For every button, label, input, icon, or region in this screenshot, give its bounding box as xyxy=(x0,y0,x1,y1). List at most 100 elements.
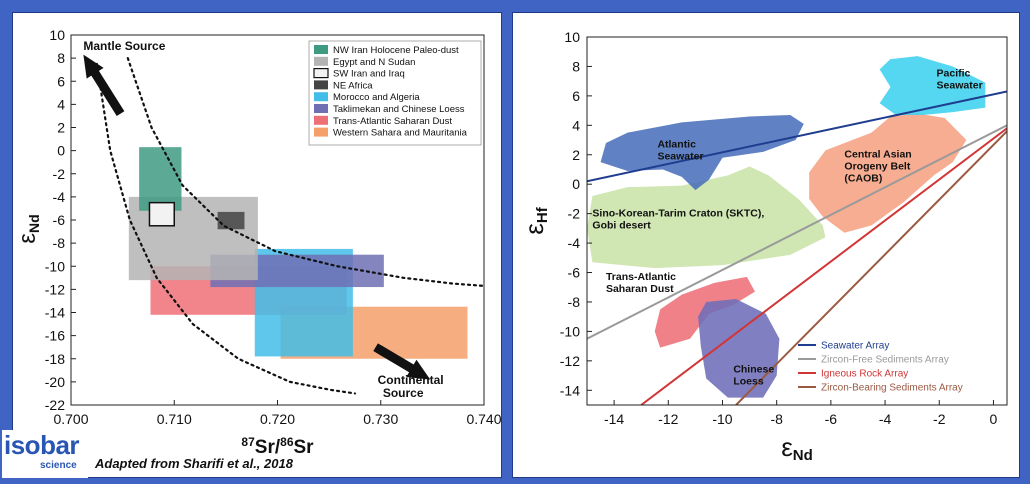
x-tick-label-7: 0 xyxy=(990,411,998,427)
legend-swatch-2 xyxy=(313,67,329,79)
region-label-3-0: Pacific xyxy=(937,68,971,80)
logo-word: isobar xyxy=(4,430,80,460)
x-axis-label: 87Sr/86Sr xyxy=(241,435,314,458)
envelope-curve-1 xyxy=(126,57,486,288)
y-tick-label-0: 10 xyxy=(49,27,65,43)
y-tick-label-5: 0 xyxy=(572,176,580,192)
x-tick-label-4: -6 xyxy=(825,411,838,427)
x-tick-label-1: 0.710 xyxy=(157,411,192,427)
isobar-logo: isobar science xyxy=(2,430,88,478)
array-line-1 xyxy=(587,124,1007,340)
annotation-0: Mantle Source xyxy=(83,39,165,53)
x-tick-label-4: 0.740 xyxy=(466,411,501,427)
logo-sub: science xyxy=(40,460,77,471)
region-label-0-0: Sino-Korean-Tarim Craton (SKTC), xyxy=(592,208,764,220)
envelope-curve-0 xyxy=(95,62,357,395)
x-tick-label-6: -2 xyxy=(933,411,946,427)
array-line-0 xyxy=(587,90,1007,183)
y-tick-label-7: -4 xyxy=(568,235,581,251)
region-label-3-1: Seawater xyxy=(937,80,983,92)
legend-swatch-1 xyxy=(314,56,328,66)
x-tick-label-1: -12 xyxy=(658,411,678,427)
legend-label-2: SW Iran and Iraq xyxy=(333,69,405,80)
y-tick-label-3: 4 xyxy=(572,117,580,133)
credit-text: Adapted from Sharifi et al., 2018 xyxy=(95,456,293,471)
legend-swatch-4 xyxy=(314,92,328,102)
y-tick-label-1: 8 xyxy=(57,50,65,66)
y-tick-label-7: -4 xyxy=(53,189,66,205)
array-line-3 xyxy=(735,130,1007,405)
y-tick-label-12: -14 xyxy=(560,382,580,398)
legend-swatch-5 xyxy=(314,104,328,113)
region-label-1-0: Atlantic xyxy=(657,138,696,150)
legend-label-4: Morocco and Algeria xyxy=(333,92,420,103)
legend-swatch-0 xyxy=(314,45,328,54)
region-label-4-0: Trans-Atlantic xyxy=(606,271,676,283)
y-tick-label-0: 10 xyxy=(564,29,580,45)
region-7 xyxy=(148,201,176,227)
array-lines xyxy=(587,90,1007,405)
y-tick-label-2: 6 xyxy=(57,73,65,89)
legend-swatch-7 xyxy=(314,127,328,137)
region-3 xyxy=(879,56,986,116)
y-tick-label-4: 2 xyxy=(57,120,65,136)
x-tick-label-3: -8 xyxy=(770,411,783,427)
y-axis-label: εHf xyxy=(519,206,551,234)
y-tick-label-1: 8 xyxy=(572,58,580,74)
right-chart-panel: Sino-Korean-Tarim Craton (SKTC), Gobi des… xyxy=(512,12,1020,478)
y-tick-label-14: -18 xyxy=(45,351,65,367)
y-axis-label: εNd xyxy=(14,214,42,243)
legend-label-2: Igneous Rock Array xyxy=(821,369,908,380)
region-5 xyxy=(139,147,182,211)
y-tick-label-12: -14 xyxy=(45,305,65,321)
legend-swatch-3 xyxy=(314,80,328,90)
legend-label-0: NW Iran Holocene Paleo-dust xyxy=(333,45,459,56)
region-label-4-1: Saharan Dust xyxy=(606,283,674,295)
x-tick-label-0: -14 xyxy=(604,411,624,427)
legend-label-0: Seawater Array xyxy=(821,341,889,352)
annotation-2: Source xyxy=(383,386,424,400)
array-line-2 xyxy=(640,127,1007,405)
legend-label-1: Zircon-Free Sediments Array xyxy=(821,355,949,366)
source-arrow-1 xyxy=(373,343,431,380)
legend-label-3: NE Africa xyxy=(333,80,373,91)
legend-label-3: Zircon-Bearing Sediments Array xyxy=(821,383,963,394)
legend-label-1: Egypt and N Sudan xyxy=(333,57,415,68)
y-tick-label-16: -22 xyxy=(45,397,65,413)
y-tick-label-13: -16 xyxy=(45,328,65,344)
y-tick-label-11: -12 xyxy=(45,281,65,297)
x-tick-label-3: 0.730 xyxy=(363,411,398,427)
x-tick-label-2: 0.720 xyxy=(260,411,295,427)
source-arrow-0 xyxy=(83,54,125,117)
y-tick-label-5: 0 xyxy=(57,143,65,159)
y-tick-label-10: -10 xyxy=(45,258,65,274)
y-tick-label-3: 4 xyxy=(57,96,65,112)
legend-label-6: Trans-Atlantic Saharan Dust xyxy=(333,116,452,127)
legend-box xyxy=(308,40,482,146)
y-tick-label-10: -10 xyxy=(560,323,580,339)
y-tick-label-9: -8 xyxy=(568,294,581,310)
y-tick-label-6: -2 xyxy=(53,166,66,182)
region-label-5-0: Chinese xyxy=(733,364,774,376)
region-2 xyxy=(809,113,967,233)
y-tick-label-8: -6 xyxy=(53,212,66,228)
x-axis-label: εNd xyxy=(781,432,813,464)
region-label-0-1: Gobi desert xyxy=(592,220,651,232)
region-1 xyxy=(600,115,804,191)
annotation-1: Continental xyxy=(378,373,444,387)
x-tick-label-2: -10 xyxy=(712,411,732,427)
y-tick-label-6: -2 xyxy=(568,206,581,222)
y-tick-label-15: -20 xyxy=(45,374,65,390)
region-label-1-1: Seawater xyxy=(657,150,703,162)
legend-swatch-6 xyxy=(314,115,328,125)
y-tick-label-8: -6 xyxy=(568,265,581,281)
region-6 xyxy=(217,211,245,230)
x-tick-label-0: 0.700 xyxy=(53,411,88,427)
region-5 xyxy=(698,299,780,398)
region-label-5-1: Loess xyxy=(733,376,764,388)
y-tick-label-11: -12 xyxy=(560,353,580,369)
left-chart-panel: Mantle Source Continental Source 0.700 0.710… xyxy=(12,12,502,478)
region-label-2-1: Orogeny Belt xyxy=(844,161,910,173)
x-tick-label-5: -4 xyxy=(879,411,892,427)
